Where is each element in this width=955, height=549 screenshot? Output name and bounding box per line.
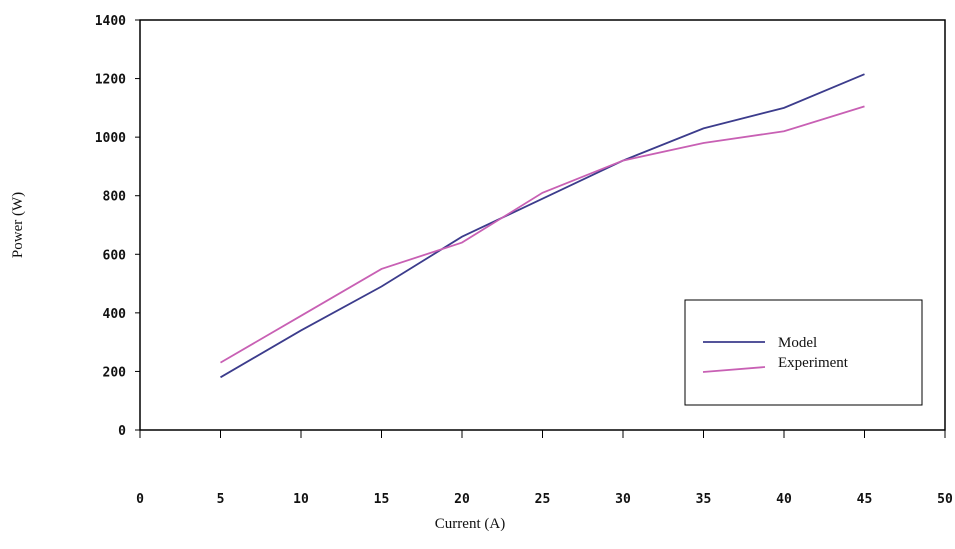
legend-label: Experiment (778, 355, 849, 371)
x-tick-label: 20 (454, 492, 470, 507)
y-axis-label: Power (W) (10, 192, 26, 258)
x-axis-label: Current (A) (435, 516, 505, 532)
x-tick-label: 25 (535, 492, 551, 507)
y-tick-label: 200 (103, 365, 127, 380)
legend-line (702, 366, 766, 373)
y-tick-label: 1200 (95, 73, 126, 88)
x-tick-label: 40 (776, 492, 792, 507)
y-tick-label: 1400 (95, 14, 126, 29)
x-tick-label: 50 (937, 492, 953, 507)
x-tick-label: 0 (136, 492, 144, 507)
y-tick-label: 600 (103, 248, 127, 263)
legend-label: Model (778, 335, 817, 351)
x-tick-label: 10 (293, 492, 309, 507)
x-tick-label: 5 (217, 492, 225, 507)
y-tick-label: 800 (103, 190, 127, 205)
x-tick-label: 15 (374, 492, 390, 507)
x-tick-label: 30 (615, 492, 631, 507)
y-tick-label: 1000 (95, 131, 126, 146)
data-line (220, 73, 865, 379)
x-tick-label: 45 (857, 492, 873, 507)
y-tick-label: 0 (118, 424, 126, 439)
y-tick-label: 400 (103, 307, 127, 322)
x-tick-label: 35 (696, 492, 712, 507)
legend-box (684, 299, 923, 406)
data-line (220, 105, 865, 364)
